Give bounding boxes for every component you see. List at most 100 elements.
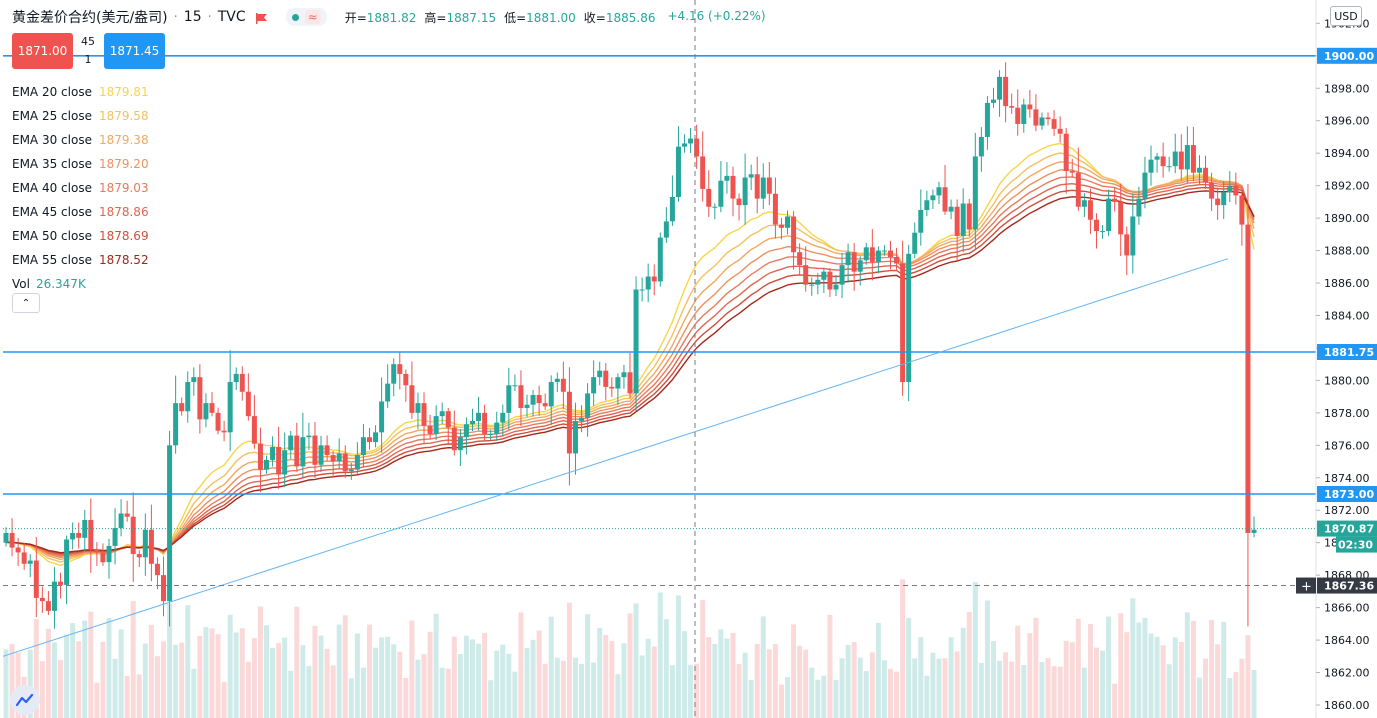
volume-bar	[221, 681, 227, 718]
volume-bar	[33, 619, 39, 718]
candle-body	[1081, 200, 1087, 207]
interval-label[interactable]: 15	[183, 9, 202, 25]
candle-body	[990, 99, 996, 103]
volume-bar	[524, 648, 530, 718]
tradingview-logo-icon[interactable]	[10, 685, 40, 715]
spread-value: 45	[81, 35, 95, 48]
candle-body	[1136, 198, 1142, 217]
ohlc-readout: 开=1881.82 高=1887.15 低=1881.00 收=1885.86 …	[345, 9, 766, 26]
volume-bar	[379, 637, 385, 718]
candle-body	[797, 252, 803, 266]
volume-value: 26.347K	[35, 277, 86, 291]
candle-body	[94, 549, 100, 553]
ema-value: 1879.38	[98, 133, 149, 147]
candle-body	[948, 206, 954, 212]
candle-body	[354, 455, 360, 470]
volume-bar	[809, 667, 815, 718]
status-pill[interactable]: ≈	[285, 8, 327, 26]
candle-body	[366, 437, 372, 443]
ema-legend-row[interactable]: EMA 30 close 1879.38	[12, 128, 149, 152]
volume-bar	[142, 643, 148, 718]
ema-legend-row[interactable]: EMA 50 close 1878.69	[12, 224, 149, 248]
candle-body	[894, 257, 900, 264]
candle-body	[930, 195, 936, 201]
volume-bar	[579, 663, 585, 718]
candle-body	[778, 224, 784, 228]
candle-body	[1057, 128, 1063, 134]
ema-legend-row[interactable]: EMA 45 close 1878.86	[12, 200, 149, 224]
candle-body	[657, 237, 663, 282]
high-value: 1887.15	[446, 10, 497, 25]
axis-tick-label: 1872.00	[1324, 504, 1370, 517]
symbol-title[interactable]: 黄金差价合约(美元/盎司)	[12, 10, 168, 26]
volume-bar	[94, 682, 100, 718]
volume-bar	[106, 617, 112, 718]
level-tag-bg	[1317, 486, 1377, 503]
sell-button[interactable]: 1871.00	[12, 33, 73, 69]
candle-body	[1160, 156, 1166, 167]
volume-bar	[591, 662, 597, 718]
volume-bar	[833, 679, 839, 718]
open-value: 1881.82	[366, 10, 417, 25]
volume-bar	[76, 641, 82, 718]
volume-bar	[227, 614, 233, 718]
candle-body	[700, 156, 706, 189]
candle-body	[875, 250, 881, 262]
volume-bar	[179, 642, 185, 718]
buy-button[interactable]: 1871.45	[104, 33, 165, 69]
volume-bar	[960, 627, 966, 718]
candle-body	[360, 437, 366, 456]
ema-legend-row[interactable]: EMA 35 close 1879.20	[12, 152, 149, 176]
candle-body	[1045, 117, 1051, 120]
candle-body	[1203, 167, 1209, 183]
volume-bar	[233, 632, 239, 718]
quantity-value[interactable]: 1	[84, 53, 92, 66]
volume-bar	[924, 675, 930, 718]
candle-body	[391, 364, 397, 384]
ema-legend-row[interactable]: EMA 55 close 1878.52	[12, 248, 149, 272]
candle-body	[161, 575, 167, 602]
candle-body	[1209, 182, 1215, 199]
volume-bar	[88, 611, 94, 718]
volume-bar	[136, 674, 142, 718]
candle-body	[124, 513, 130, 517]
candle-body	[1093, 219, 1099, 232]
volume-bar	[730, 632, 736, 718]
candle-body	[167, 445, 173, 602]
volume-bar	[1148, 633, 1154, 718]
volume-bar	[621, 643, 627, 718]
volume-bar	[1003, 652, 1009, 718]
volume-bar	[821, 675, 827, 718]
volume-bar	[609, 641, 615, 718]
candle-body	[191, 377, 197, 383]
volume-bar	[942, 658, 948, 718]
collapse-legend-button[interactable]: ⌃	[12, 293, 40, 313]
candle-body	[179, 403, 185, 412]
volume-bar	[1160, 645, 1166, 718]
volume-bar	[851, 642, 857, 718]
candle-body	[373, 432, 379, 443]
ema-legend-row[interactable]: EMA 20 close 1879.81	[12, 80, 149, 104]
candle-body	[785, 216, 791, 228]
ema-legend-row[interactable]: EMA 40 close 1879.03	[12, 176, 149, 200]
candle-body	[1178, 151, 1184, 170]
volume-bar	[51, 642, 57, 718]
currency-button[interactable]: USD	[1330, 6, 1362, 26]
volume-bar	[1251, 669, 1257, 718]
volume-bar	[627, 613, 633, 718]
candle-body	[627, 372, 633, 394]
volume-legend-row[interactable]: Vol 26.347K	[12, 272, 149, 296]
candle-body	[1233, 185, 1239, 196]
candle-body	[257, 443, 263, 470]
volume-bar	[778, 684, 784, 718]
volume-bar	[100, 641, 106, 718]
candle-body	[597, 370, 603, 378]
flag-icon[interactable]	[255, 12, 268, 24]
volume-bar	[1033, 617, 1039, 718]
level-tag: 1881.75	[1324, 346, 1374, 359]
market-open-dot-icon	[291, 13, 299, 21]
candle-body	[245, 391, 251, 417]
candle-body	[682, 143, 688, 147]
ema-legend-row[interactable]: EMA 25 close 1879.58	[12, 104, 149, 128]
